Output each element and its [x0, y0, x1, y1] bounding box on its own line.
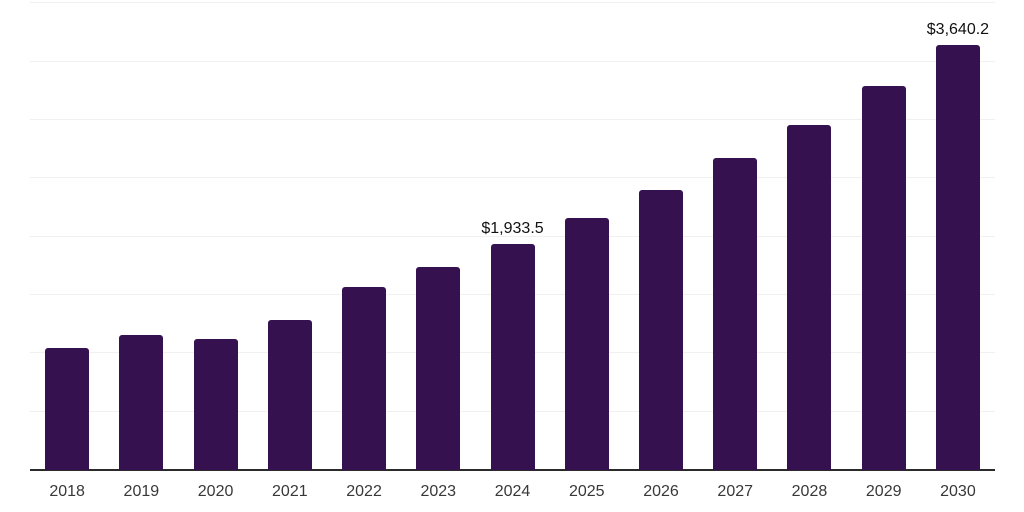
bar-slot	[624, 0, 698, 470]
bar-slot	[550, 0, 624, 470]
x-axis-tick-labels: 2018 2019 2020 2021 2022 2023 2024 2025 2026 2027…	[30, 484, 995, 500]
x-tick-label: 2019	[123, 483, 160, 500]
bar-slot	[847, 0, 921, 470]
bar-2020	[193, 338, 238, 470]
bar-slot: $3,640.2	[921, 0, 995, 470]
x-axis-line	[30, 469, 995, 471]
bar-slot: $1,933.5	[475, 0, 549, 470]
bar-2029	[861, 86, 906, 470]
bar-2025	[564, 217, 609, 470]
bar-2027	[713, 158, 758, 470]
bars-layer: $1,933.5 $3,640.2	[30, 0, 995, 470]
bar-2024	[490, 244, 535, 470]
bar-slot	[401, 0, 475, 470]
bar-2028	[787, 125, 832, 470]
x-tick-label: 2025	[568, 483, 605, 500]
bar-value-label: $1,933.5	[481, 220, 544, 238]
bar-slot	[30, 0, 104, 470]
gridline	[30, 177, 995, 179]
bar-2019	[119, 335, 164, 470]
gridline	[30, 235, 995, 237]
bar-slot	[772, 0, 846, 470]
x-tick-label: 2024	[494, 483, 531, 500]
bar-2021	[267, 320, 312, 470]
x-tick-label: 2018	[49, 483, 85, 500]
x-tick-label: 2026	[643, 483, 679, 500]
bar-2022	[342, 287, 387, 470]
x-tick-label: 2029	[865, 483, 902, 500]
gridline	[30, 118, 995, 120]
x-tick-label: 2021	[272, 483, 308, 500]
bar-slot	[104, 0, 178, 470]
bar-slot	[178, 0, 252, 470]
bar-2023	[416, 267, 461, 470]
gridline	[30, 2, 995, 4]
gridline	[30, 60, 995, 62]
x-tick-label: 2027	[717, 483, 754, 500]
x-tick-label: 2023	[420, 483, 457, 500]
x-tick-label: 2030	[940, 483, 976, 500]
x-tick-label: 2020	[197, 483, 234, 500]
bar-value-label: $3,640.2	[926, 21, 990, 39]
x-tick-label: 2022	[346, 483, 382, 500]
x-tick-label: 2028	[791, 483, 828, 500]
bar-slot	[698, 0, 772, 470]
bar-2030	[935, 45, 980, 470]
bar-slot	[327, 0, 401, 470]
bar-2018	[45, 348, 90, 470]
bar-slot	[253, 0, 327, 470]
bar-2026	[638, 189, 683, 470]
